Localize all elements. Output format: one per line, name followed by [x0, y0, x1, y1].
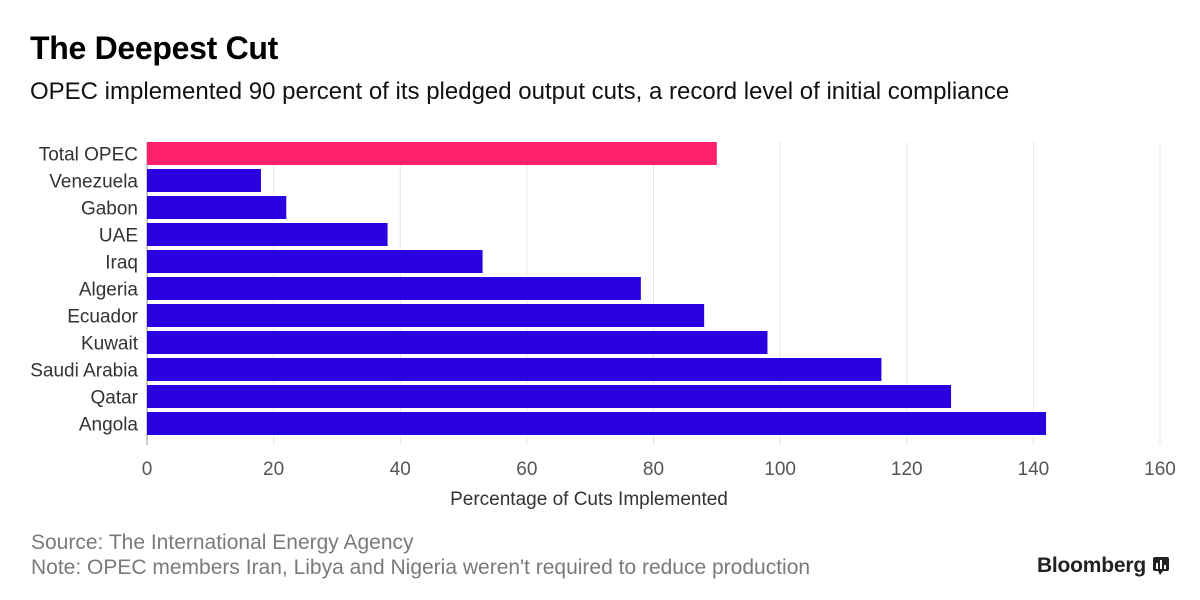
page-subtitle: OPEC implemented 90 percent of its pledg… — [30, 78, 1010, 105]
category-label-kuwait: Kuwait — [81, 334, 139, 355]
bloomberg-terminal-icon — [1153, 557, 1169, 575]
category-label-ecuador: Ecuador — [67, 307, 138, 328]
x-tick-label-160: 160 — [1144, 459, 1176, 480]
x-tick-label-20: 20 — [263, 459, 284, 480]
bar-uae — [147, 223, 388, 246]
bar-gabon — [147, 196, 287, 219]
bar-kuwait — [147, 331, 768, 354]
bar-qatar — [147, 385, 952, 408]
x-tick-label-40: 40 — [390, 459, 411, 480]
category-label-qatar: Qatar — [90, 388, 138, 409]
bar-chart: Total OPEC Venezuela Gabon UAE Iraq Algeria Ec… — [30, 142, 1176, 510]
x-tick-label-140: 140 — [1018, 459, 1050, 480]
brand: Bloomberg — [1037, 554, 1170, 578]
bar-angola — [147, 412, 1047, 435]
note-text: Note: OPEC members Iran, Libya and Niger… — [31, 556, 811, 579]
x-tick-label-120: 120 — [891, 459, 923, 480]
x-tick-label-100: 100 — [764, 459, 796, 480]
bar-venezuela — [147, 169, 261, 192]
category-label-iraq: Iraq — [105, 253, 138, 274]
bar-saudi-arabia — [147, 358, 882, 381]
x-tick-label-80: 80 — [643, 459, 664, 480]
bar-algeria — [147, 277, 641, 300]
source-text: Source: The International Energy Agency — [31, 531, 414, 554]
category-label-angola: Angola — [79, 415, 139, 436]
brand-logo: Bloomberg — [1036, 554, 1146, 577]
x-tick-label-60: 60 — [516, 459, 537, 480]
bar-total-opec — [147, 142, 717, 165]
category-label-algeria: Algeria — [79, 280, 139, 301]
category-label-gabon: Gabon — [81, 199, 138, 220]
page-title: The Deepest Cut — [30, 30, 278, 66]
category-label-saudi-arabia: Saudi Arabia — [30, 361, 138, 382]
x-axis-label: Percentage of Cuts Implemented — [450, 489, 728, 510]
category-label-uae: UAE — [99, 226, 138, 247]
x-tick-label-0: 0 — [142, 459, 153, 480]
category-label-total-opec: Total OPEC — [39, 145, 138, 166]
category-label-venezuela: Venezuela — [49, 172, 138, 193]
bar-ecuador — [147, 304, 705, 327]
bar-iraq — [147, 250, 483, 273]
